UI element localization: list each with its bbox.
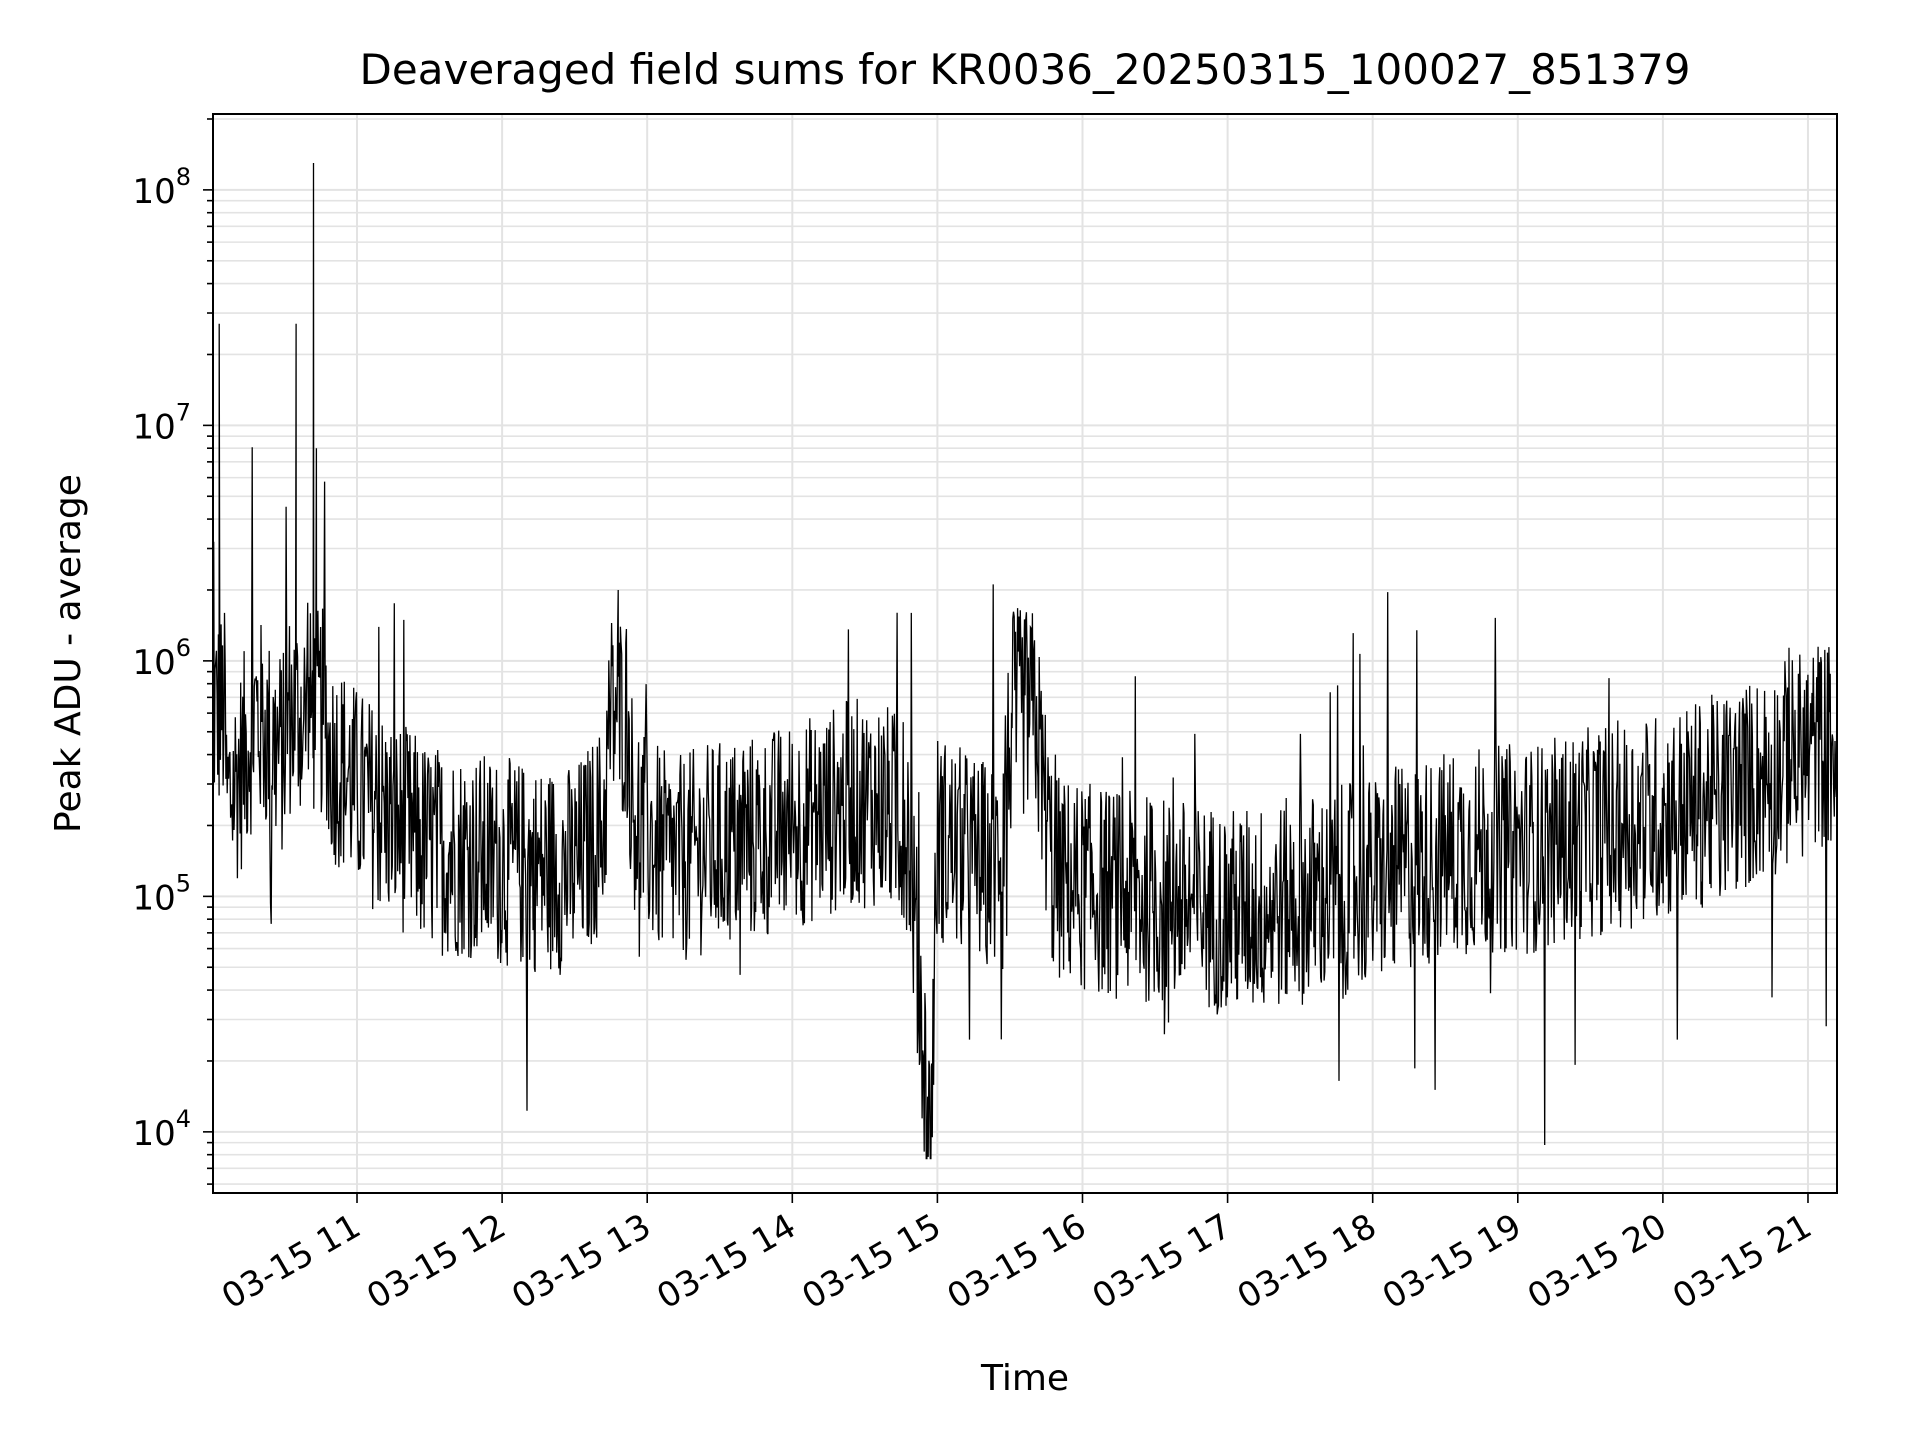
x-tick-label: 03-15 15 [796,1206,948,1317]
x-tick-label: 03-15 11 [215,1206,367,1317]
x-tick-label: 03-15 18 [1231,1206,1383,1317]
x-axis-label: Time [980,1358,1069,1399]
y-axis: 104 105 106 107 108 [132,118,213,1185]
plot-frame [212,113,1838,1194]
x-tick-label: 03-15 21 [1666,1206,1818,1317]
y-tick-label: 104 [132,1105,191,1154]
x-tick-label: 03-15 13 [505,1206,657,1317]
y-tick-label: 105 [132,869,191,918]
y-axis-label: Peak ADU - average [48,474,89,833]
chart-title: Deaveraged field sums for KR0036_2025031… [360,45,1691,94]
y-tick-label: 106 [132,634,191,683]
x-tick-label: 03-15 20 [1521,1206,1673,1317]
series-line [212,162,1838,1160]
x-tick-label: 03-15 16 [941,1206,1093,1317]
x-tick-label: 03-15 19 [1376,1206,1528,1317]
x-tick-label: 03-15 17 [1086,1206,1238,1317]
x-tick-label: 03-15 14 [650,1206,802,1317]
y-tick-label: 107 [132,398,191,447]
y-tick-label: 108 [132,163,191,212]
x-tick-label: 03-15 12 [360,1206,512,1317]
plot-area [212,162,1838,1160]
